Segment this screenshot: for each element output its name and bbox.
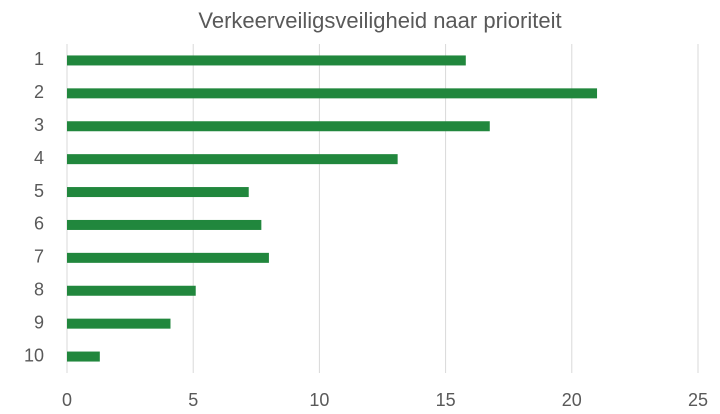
x-tick-label: 25 [688,390,708,410]
bar [67,121,490,132]
bar [67,219,262,230]
x-tick-label: 0 [62,390,72,410]
x-tick-label: 5 [188,390,198,410]
bar [67,351,100,362]
y-tick-label: 6 [34,214,44,234]
chart-title: Verkeerveiligsveiligheid naar prioriteit [198,8,561,33]
bar [67,88,598,99]
y-tick-label: 7 [34,247,44,267]
y-tick-label: 9 [34,312,44,332]
y-tick-label: 2 [34,82,44,102]
x-tick-label: 15 [436,390,456,410]
y-tick-label: 4 [34,148,44,168]
bar [67,154,398,165]
y-tick-label: 8 [34,280,44,300]
y-tick-label: 10 [24,345,44,365]
bar [67,318,171,329]
y-tick-label: 1 [34,49,44,69]
y-tick-label: 5 [34,181,44,201]
bar [67,252,269,263]
x-tick-label: 20 [562,390,582,410]
bar [67,187,249,198]
bar [67,55,466,66]
bar [67,285,196,296]
x-tick-label: 10 [309,390,329,410]
y-tick-label: 3 [34,115,44,135]
